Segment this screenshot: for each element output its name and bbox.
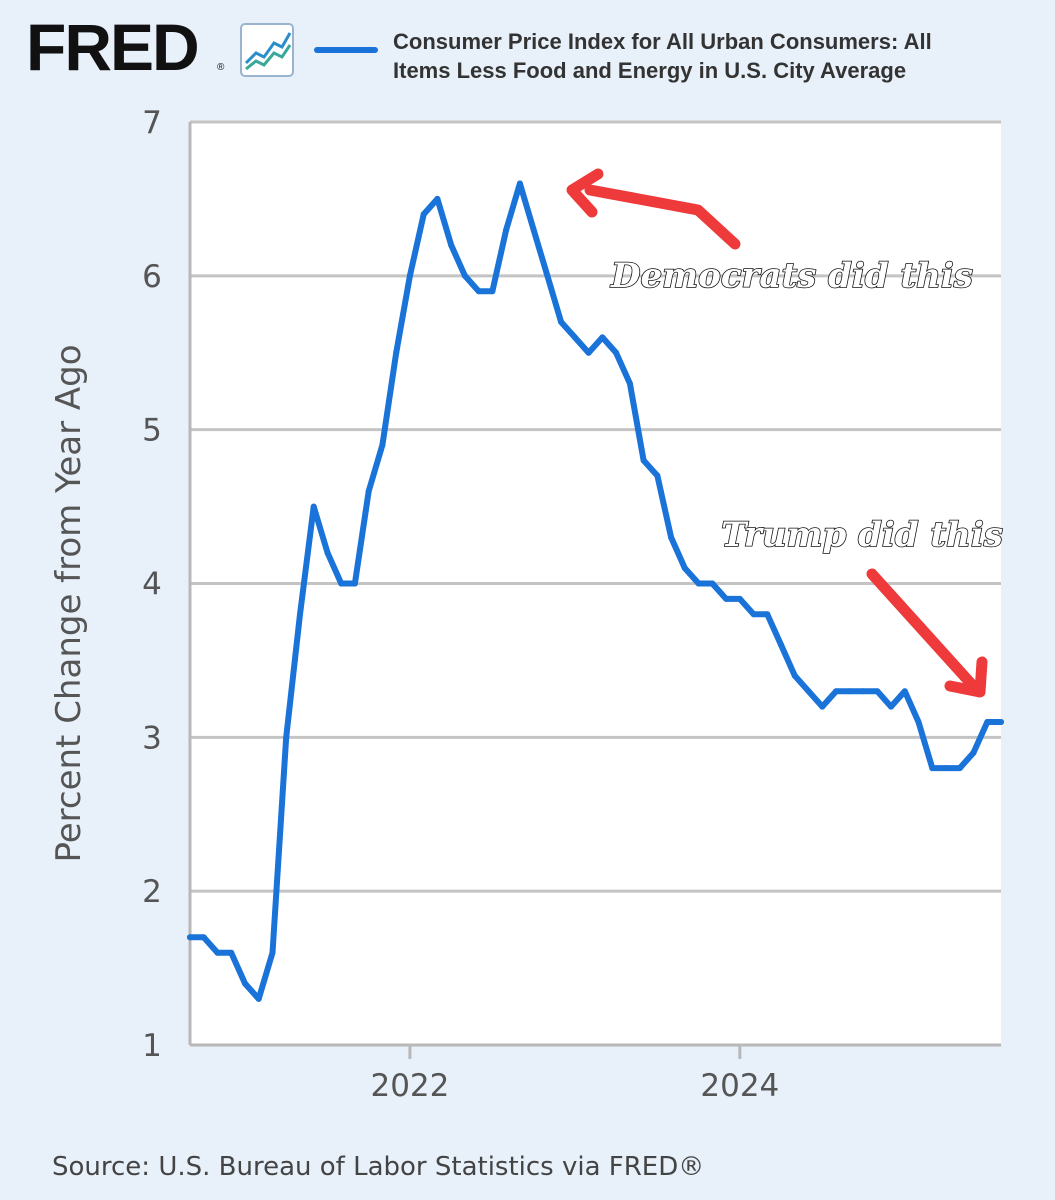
annotation-label-1: Democrats did this bbox=[610, 256, 973, 296]
data-point-2025-03 bbox=[929, 765, 936, 772]
y-tick-label-1: 1 bbox=[142, 1028, 162, 1064]
arrow-head-trump bbox=[944, 656, 988, 698]
y-tick-label-6: 6 bbox=[142, 259, 162, 295]
data-point-2025-08 bbox=[998, 719, 1004, 725]
data-point-2021-04 bbox=[283, 734, 290, 741]
data-point-2023-08 bbox=[668, 534, 675, 541]
data-point-2022-11 bbox=[544, 272, 551, 279]
chart-line-icon bbox=[240, 23, 294, 77]
data-point-2023-07 bbox=[654, 472, 661, 479]
data-point-2024-05 bbox=[791, 672, 798, 679]
y-axis-ticks: 1 2 3 4 5 6 7 bbox=[142, 105, 162, 1064]
data-point-2021-06 bbox=[310, 503, 317, 510]
data-point-2023-05 bbox=[626, 380, 633, 387]
data-point-2022-05 bbox=[461, 272, 468, 279]
data-point-2021-08 bbox=[338, 580, 345, 587]
legend-swatch bbox=[314, 47, 378, 53]
y-tick-label-7: 7 bbox=[142, 105, 162, 141]
x-tick-label-2024: 2024 bbox=[700, 1068, 779, 1104]
data-point-2021-01 bbox=[242, 980, 248, 987]
data-point-2024-02 bbox=[750, 611, 757, 618]
data-point-2024-07 bbox=[819, 703, 826, 710]
series-title-line-1: Consumer Price Index for All Urban Consu… bbox=[393, 29, 932, 54]
chart-header: FRED ® Consumer Price Index for All Urba… bbox=[0, 0, 1055, 100]
data-point-2024-10 bbox=[860, 688, 867, 695]
data-point-2021-09 bbox=[351, 580, 358, 587]
annotation-arrows bbox=[566, 168, 988, 698]
data-point-2025-01 bbox=[901, 688, 908, 695]
data-point-2022-04 bbox=[448, 242, 455, 249]
data-point-2024-12 bbox=[888, 703, 894, 710]
data-point-2021-02 bbox=[255, 995, 262, 1002]
data-point-2023-04 bbox=[613, 349, 620, 356]
data-point-2020-10 bbox=[200, 934, 207, 941]
data-point-2025-07 bbox=[984, 719, 991, 725]
data-point-2022-07 bbox=[489, 288, 496, 295]
data-point-2023-01 bbox=[571, 334, 578, 341]
data-point-2024-06 bbox=[805, 688, 812, 695]
data-point-2025-04 bbox=[943, 765, 949, 772]
data-point-2023-10 bbox=[695, 580, 702, 587]
y-tick-label-5: 5 bbox=[142, 413, 162, 449]
arrow-shaft-democrats bbox=[584, 184, 741, 250]
x-axis-ticks: 2022 2024 bbox=[370, 1045, 779, 1104]
data-point-2022-01 bbox=[406, 272, 413, 279]
annotation-label-2: Trump did this bbox=[721, 515, 1003, 555]
data-point-2024-01 bbox=[736, 595, 743, 602]
data-point-2024-03 bbox=[764, 611, 771, 618]
data-point-2020-11 bbox=[214, 949, 221, 956]
arrow-shaft-trump bbox=[866, 568, 981, 694]
data-point-2024-08 bbox=[833, 688, 840, 695]
gridlines bbox=[190, 120, 1001, 893]
data-point-2025-06 bbox=[970, 749, 977, 756]
data-point-2020-09 bbox=[187, 934, 193, 941]
data-point-2022-06 bbox=[475, 288, 482, 295]
y-axis-title: Percent Change from Year Ago bbox=[49, 344, 89, 862]
data-point-2023-03 bbox=[599, 334, 606, 341]
data-point-2022-09 bbox=[516, 180, 523, 187]
data-point-2021-11 bbox=[379, 442, 386, 448]
series-title[interactable]: Consumer Price Index for All Urban Consu… bbox=[393, 27, 1033, 85]
series-title-line-2: Items Less Food and Energy in U.S. City … bbox=[393, 58, 907, 83]
data-point-2021-12 bbox=[393, 349, 400, 356]
data-point-2021-07 bbox=[324, 549, 331, 556]
data-point-2025-02 bbox=[915, 719, 922, 725]
x-tick-label-2022: 2022 bbox=[370, 1068, 449, 1104]
source-note: Source: U.S. Bureau of Labor Statistics … bbox=[52, 1152, 705, 1182]
data-point-2022-08 bbox=[503, 226, 510, 233]
data-point-2023-09 bbox=[681, 565, 688, 572]
data-point-2023-11 bbox=[709, 580, 716, 587]
data-point-2022-03 bbox=[434, 195, 441, 202]
data-point-2023-06 bbox=[640, 457, 647, 464]
data-point-2025-05 bbox=[956, 765, 963, 772]
data-point-2021-03 bbox=[269, 949, 276, 956]
series-points bbox=[187, 180, 1004, 1002]
annotations: Democrats did this Trump did this bbox=[609, 255, 1003, 556]
arrow-head-democrats bbox=[566, 168, 604, 218]
y-tick-label-4: 4 bbox=[142, 567, 162, 603]
fred-logo[interactable]: FRED bbox=[26, 10, 200, 84]
data-point-2022-12 bbox=[558, 319, 565, 325]
data-point-2024-11 bbox=[874, 688, 881, 695]
data-point-2023-02 bbox=[585, 349, 592, 356]
data-point-2022-10 bbox=[530, 226, 537, 233]
data-point-2024-09 bbox=[846, 688, 853, 695]
axes bbox=[188, 122, 1001, 1047]
data-point-2022-02 bbox=[420, 211, 427, 218]
registered-mark: ® bbox=[217, 62, 225, 73]
y-tick-label-2: 2 bbox=[142, 874, 162, 910]
data-point-2021-10 bbox=[365, 488, 372, 495]
line-chart: 1 2 3 4 5 6 7 2022 2024 Percent Change from Yea… bbox=[49, 105, 1004, 1104]
data-point-2020-12 bbox=[228, 949, 235, 956]
data-point-2023-12 bbox=[723, 595, 730, 602]
data-point-2021-05 bbox=[297, 611, 303, 618]
data-point-2024-04 bbox=[778, 642, 785, 648]
y-tick-label-3: 3 bbox=[142, 720, 162, 756]
